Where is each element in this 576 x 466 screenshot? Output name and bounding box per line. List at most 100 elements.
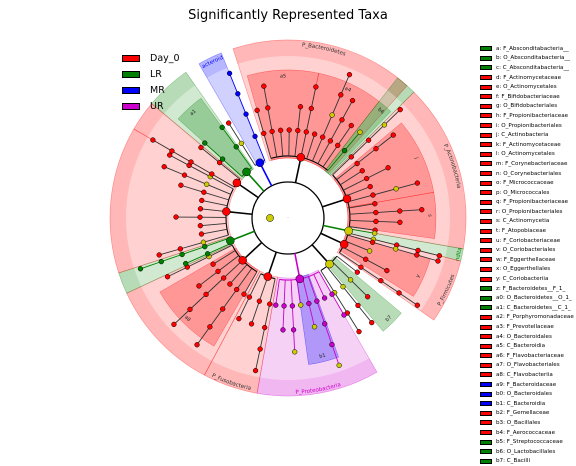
tree-node [198, 223, 203, 228]
key-item: x: O_Eggerthellales [480, 265, 576, 275]
key-label: x: O_Eggerthellales [496, 266, 550, 272]
tree-node [306, 301, 311, 306]
tree-node [234, 287, 239, 292]
tree-node [211, 262, 216, 267]
tree-node [415, 181, 420, 186]
key-swatch [480, 267, 492, 272]
key-item: y: C_Coriobacteriia [480, 274, 576, 284]
legend-item: LR [122, 66, 180, 82]
root-label: . [287, 214, 288, 219]
key-item: a5: C_Bacteroidia [480, 341, 576, 351]
tree-node [369, 320, 374, 325]
tree-node [358, 130, 363, 135]
tree-node [243, 168, 251, 176]
tree-node [220, 157, 225, 162]
tree-node [372, 201, 377, 206]
tree-node [249, 321, 254, 326]
tree-node [234, 144, 239, 149]
key-item: i: O_Propionibacteriales [480, 121, 576, 131]
key-swatch [480, 200, 492, 205]
key-label: m: F_Corynebacteriaceae [496, 161, 567, 167]
key-label: a7: O_Flavobacteriales [496, 362, 560, 368]
key-label: b4: F_Aerococcaceae [496, 430, 555, 436]
tree-node [201, 240, 206, 245]
tree-node [204, 292, 209, 297]
tree-node [365, 294, 370, 299]
key-swatch [480, 238, 492, 243]
tree-node [337, 363, 342, 368]
tree-node [278, 128, 283, 133]
tree-node [349, 154, 354, 159]
key-item: f: F_Bifidobacteriaceae [480, 92, 576, 102]
key-swatch [480, 344, 492, 349]
tree-node [287, 128, 292, 133]
key-swatch [480, 123, 492, 128]
legend-item: UR [122, 98, 180, 114]
tree-node [237, 316, 242, 321]
tree-node [350, 98, 355, 103]
key-swatch [480, 75, 492, 80]
key-label: h: F_Propionibacteriaceae [496, 113, 568, 119]
key-label: t: F_Atopobiaceae [496, 228, 546, 234]
key-swatch [480, 152, 492, 157]
tree-node [255, 108, 260, 113]
tree-node [233, 179, 241, 187]
legend-item: Day_0 [122, 50, 180, 66]
key-label: b1: C_Bacteroidia [496, 401, 545, 407]
legend-swatch [122, 71, 140, 78]
tree-node [342, 148, 347, 153]
key-label: b6: O_Lactobacillales [496, 449, 555, 455]
key-label: b0: O_Bacteroidales [496, 391, 552, 397]
key-swatch [480, 113, 492, 118]
key-label: d: F_Actinomycetaceae [496, 75, 561, 81]
key-item: b7: C_Bacilli [480, 457, 576, 466]
key-label: e: O_Actinomycetales [496, 84, 557, 90]
tree-node [205, 251, 210, 256]
tree-node [340, 240, 348, 248]
tree-node [199, 232, 204, 237]
tree-node [343, 195, 351, 203]
key-swatch [480, 392, 492, 397]
tree-node [180, 252, 185, 257]
tree-node [197, 284, 202, 289]
tree-node [151, 138, 156, 143]
key-item: b4: F_Aerococcaceae [480, 428, 576, 438]
tree-node [244, 112, 249, 117]
key-item: a4: O_Bacteroidales [480, 332, 576, 342]
key-item: b0: O_Bacteroidales [480, 389, 576, 399]
taxa-key: a: F_Abscondita­bacteria__ b: O_Abscondit… [480, 44, 576, 466]
key-item: s: C_Actinomycetia [480, 217, 576, 227]
tree-node [198, 215, 203, 220]
key-label: a: F_Abscondita­bacteria__ [496, 46, 569, 52]
tree-node [202, 141, 207, 146]
tree-node [348, 277, 353, 282]
key-item: g: O_Bifidobacteriales [480, 102, 576, 112]
legend-swatch [122, 55, 140, 62]
key-item: a2: F_Porphyromonadaceae [480, 313, 576, 323]
tree-node [335, 143, 340, 148]
tree-node [349, 123, 354, 128]
key-label: r: O_Propionibacteriales [496, 209, 562, 215]
tree-node [374, 219, 379, 224]
tree-node [172, 322, 177, 327]
tree-node [235, 91, 240, 96]
key-label: l: O_Actinomycetales [496, 151, 555, 157]
key-swatch [480, 372, 492, 377]
key-label: a9: F_Bacteroidaceae [496, 382, 556, 388]
key-item: w: F_Eggerthellaceae [480, 255, 576, 265]
key-label: b: O_Absconditabacteria__ [496, 55, 570, 61]
tree-node [325, 260, 333, 268]
tree-node [256, 159, 264, 167]
key-swatch [480, 104, 492, 109]
legend-swatch [122, 103, 140, 110]
key-label: n: O_Corynebacteriales [496, 171, 561, 177]
tree-node [355, 270, 360, 275]
tree-node [322, 321, 327, 326]
key-swatch [480, 133, 492, 138]
tree-node [391, 133, 396, 138]
tree-node [373, 210, 378, 215]
key-swatch [480, 257, 492, 262]
key-item: v: O_Coriobacteriales [480, 245, 576, 255]
key-swatch [480, 171, 492, 176]
